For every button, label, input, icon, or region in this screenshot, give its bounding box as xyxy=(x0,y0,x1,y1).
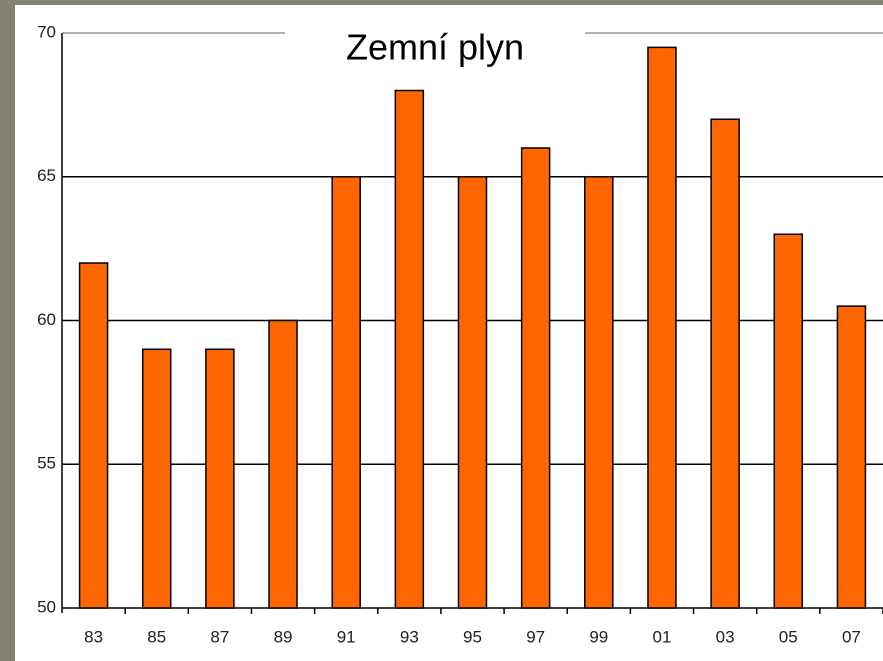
x-tick-label: 01 xyxy=(653,627,672,646)
x-tick-label: 91 xyxy=(337,627,356,646)
y-tick-label: 65 xyxy=(37,166,56,185)
x-tick-label: 07 xyxy=(842,627,861,646)
bar xyxy=(520,147,551,609)
x-tick-label: 99 xyxy=(589,627,608,646)
bar xyxy=(710,118,740,609)
x-tick-label: 83 xyxy=(84,627,103,646)
y-tick-label: 60 xyxy=(37,310,56,329)
bar xyxy=(268,319,298,609)
bar xyxy=(836,305,867,609)
x-tick-label: 93 xyxy=(400,627,419,646)
x-tick-label: 95 xyxy=(463,627,482,646)
bar xyxy=(647,46,677,609)
bar xyxy=(584,176,614,609)
x-tick-label: 05 xyxy=(779,627,798,646)
x-tick-label: 87 xyxy=(210,627,229,646)
y-tick-label: 50 xyxy=(37,597,56,616)
x-tick-label: 85 xyxy=(147,627,166,646)
x-tick-label: 97 xyxy=(526,627,545,646)
bar xyxy=(141,348,172,609)
bar xyxy=(78,262,109,609)
bar xyxy=(773,233,804,609)
x-tick-label: 03 xyxy=(716,627,735,646)
y-tick-label: 70 xyxy=(37,22,56,41)
x-tick-label: 89 xyxy=(274,627,293,646)
chart-title: Zemní plyn xyxy=(346,27,524,68)
bar xyxy=(457,176,488,609)
bar xyxy=(205,348,235,609)
y-tick-label: 55 xyxy=(37,454,56,473)
bar xyxy=(394,89,425,609)
title-box xyxy=(285,5,585,71)
bar xyxy=(331,176,361,609)
